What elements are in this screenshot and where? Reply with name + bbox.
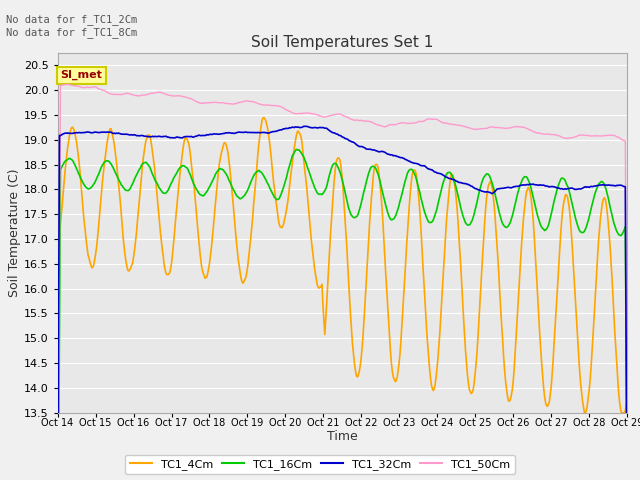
Legend: TC1_4Cm, TC1_16Cm, TC1_32Cm, TC1_50Cm: TC1_4Cm, TC1_16Cm, TC1_32Cm, TC1_50Cm: [125, 455, 515, 474]
Title: Soil Temperatures Set 1: Soil Temperatures Set 1: [252, 35, 433, 50]
X-axis label: Time: Time: [327, 430, 358, 443]
Y-axis label: Soil Temperature (C): Soil Temperature (C): [8, 168, 21, 297]
Text: SI_met: SI_met: [60, 70, 102, 80]
Text: No data for f_TC1_2Cm
No data for f_TC1_8Cm: No data for f_TC1_2Cm No data for f_TC1_…: [6, 14, 138, 38]
